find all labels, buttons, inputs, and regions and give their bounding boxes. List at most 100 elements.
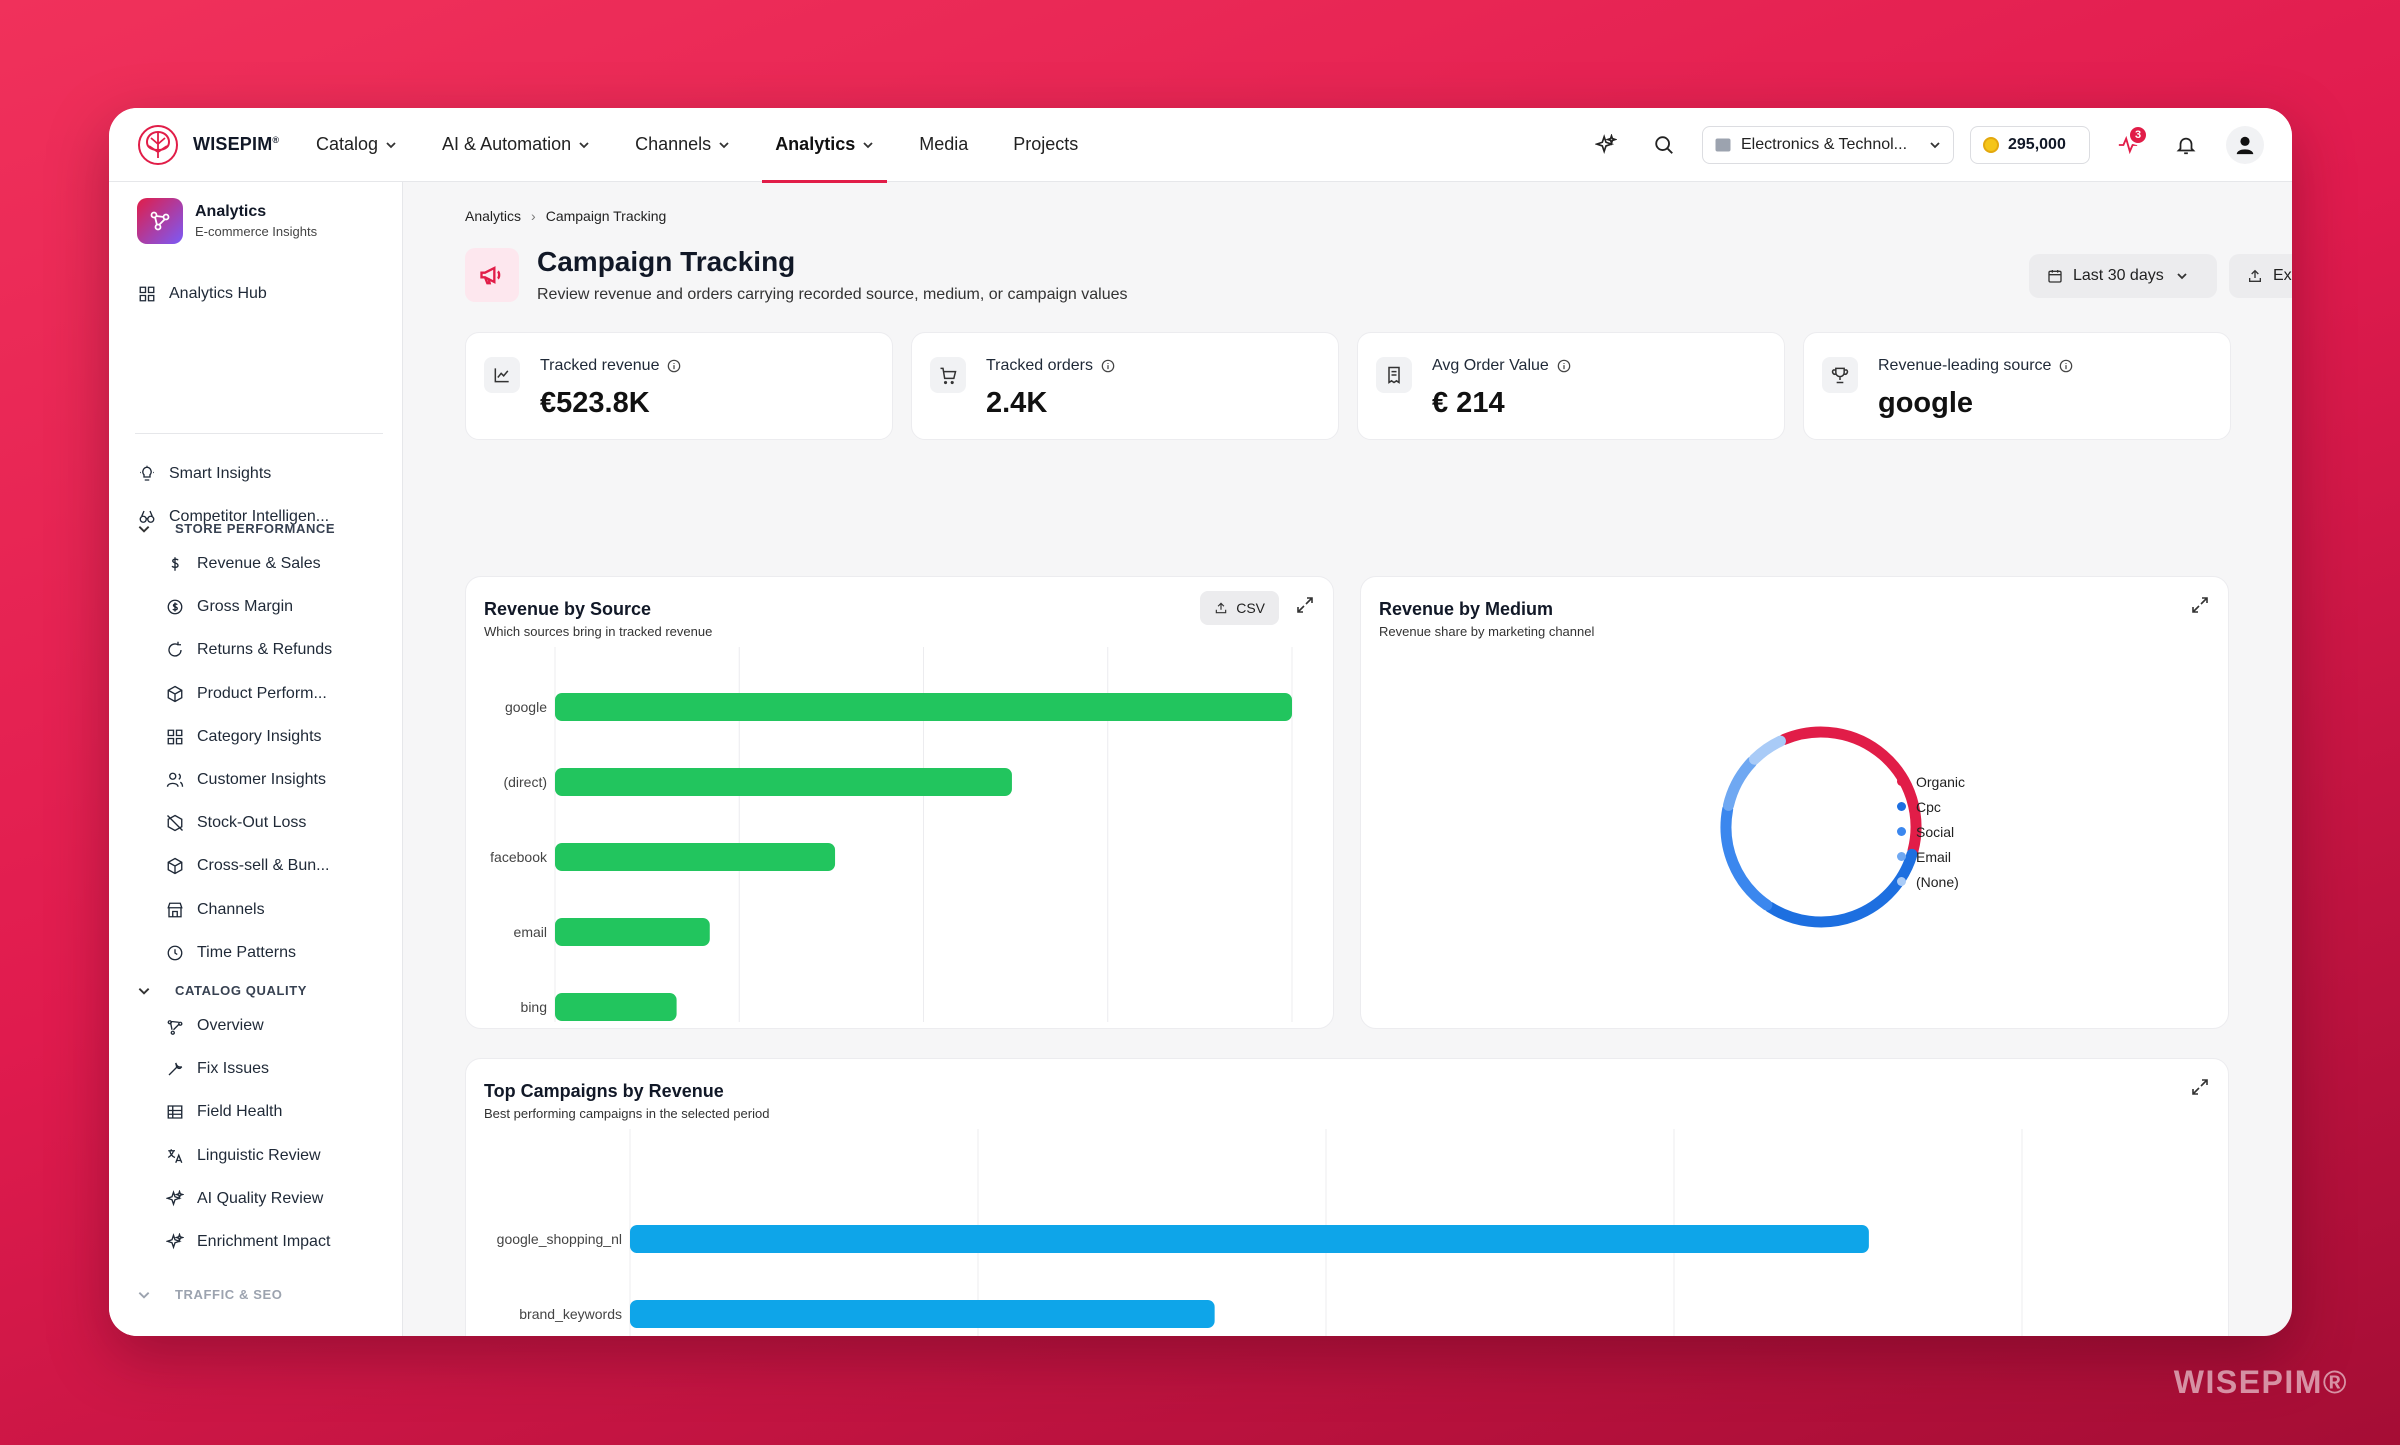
breadcrumb-analytics[interactable]: Analytics [465, 208, 522, 224]
nav-item-3[interactable]: Analytics [762, 108, 888, 183]
sidebar-item-top-1[interactable]: Competitor Intelligen... [137, 503, 329, 531]
bar-(direct)[interactable] [555, 768, 1012, 796]
sidebar-item-label: Analytics Hub [169, 285, 267, 302]
activity-button[interactable]: 3 [2108, 124, 2148, 165]
legend-item[interactable]: Email [1897, 844, 1965, 869]
grid-icon [165, 727, 185, 747]
info-icon[interactable] [667, 359, 681, 373]
store-selector[interactable]: Electronics & Technol... [1702, 125, 1954, 164]
sidebar: Analytics E-commerce Insights Analytics … [109, 182, 403, 1336]
export-button[interactable]: Export [2229, 254, 2292, 298]
nav-item-2[interactable]: Channels [622, 108, 743, 182]
card-title: Revenue by Medium [1379, 599, 1554, 619]
category-label: (direct) [503, 774, 547, 790]
sidebar-section-2[interactable]: TRAFFIC & SEO [137, 1287, 282, 1302]
nav-item-0[interactable]: Catalog [303, 108, 410, 182]
notifications-button[interactable] [2166, 125, 2206, 165]
sidebar-item-0-2[interactable]: Returns & Refunds [165, 636, 332, 664]
credits-balance[interactable]: 295,000 [1970, 125, 2090, 164]
sidebar-item-top-0[interactable]: Smart Insights [137, 460, 271, 488]
info-icon[interactable] [1101, 359, 1115, 373]
sparkle-icon [1595, 133, 1617, 154]
sparkle-icon [165, 1189, 185, 1209]
sidebar-item-label: Smart Insights [169, 465, 272, 482]
kpi-card-1: Tracked orders 2.4K [911, 332, 1339, 440]
kpi-value: €523.8K [540, 387, 650, 419]
breadcrumb: Analytics › Campaign Tracking [465, 208, 666, 224]
notification-count-badge: 3 [2128, 124, 2148, 145]
sidebar-item-1-0[interactable]: Overview [165, 1012, 264, 1040]
sidebar-item-1-3[interactable]: Linguistic Review [165, 1142, 321, 1170]
bar-email[interactable] [555, 918, 710, 946]
sidebar-item-0-8[interactable]: Channels [165, 896, 265, 924]
store-icon [165, 900, 185, 920]
bar-bing[interactable] [555, 993, 677, 1021]
bar-google[interactable] [555, 693, 1292, 721]
sidebar-item-1-5[interactable]: Enrichment Impact [165, 1228, 330, 1256]
sidebar-item-analytics-hub[interactable]: Analytics Hub [137, 280, 267, 308]
sidebar-item-0-6[interactable]: Stock-Out Loss [165, 809, 306, 837]
chevron-down-icon [138, 525, 150, 533]
sidebar-divider [135, 433, 383, 434]
sidebar-item-1-2[interactable]: Field Health [165, 1098, 282, 1126]
search-icon [1655, 135, 1673, 154]
legend-item[interactable]: Organic [1897, 769, 1965, 794]
dollar-icon [165, 554, 185, 574]
sidebar-item-label: Enrichment Impact [197, 1233, 331, 1250]
legend-item[interactable]: Cpc [1897, 794, 1965, 819]
bell-icon [2176, 137, 2196, 154]
info-icon[interactable] [2059, 359, 2073, 373]
sidebar-item-0-3[interactable]: Product Perform... [165, 680, 327, 708]
legend-label: Email [1916, 848, 1952, 865]
bar-brand_keywords[interactable] [630, 1300, 1215, 1328]
sidebar-item-0-0[interactable]: Revenue & Sales [165, 550, 321, 578]
bar-google_shopping_nl[interactable] [630, 1225, 1869, 1253]
search-button[interactable] [1644, 125, 1684, 165]
sidebar-item-label: Gross Margin [197, 598, 294, 616]
kpi-label: Tracked orders [986, 357, 1115, 375]
sidebar-item-0-7[interactable]: Cross-sell & Bun... [165, 852, 329, 880]
bar-facebook[interactable] [555, 843, 836, 871]
nav-item-1[interactable]: AI & Automation [429, 108, 603, 182]
donut-slice-Organic[interactable] [1778, 726, 1922, 857]
activity-pulse-icon [2118, 135, 2138, 154]
expand-icon[interactable] [2190, 595, 2210, 615]
card-subtitle: Best performing campaigns in the selecte… [484, 1106, 770, 1121]
analytics-module-icon [137, 198, 183, 244]
sidebar-section-0[interactable]: STORE PERFORMANCE [137, 521, 335, 536]
legend-item[interactable]: Social [1897, 819, 1965, 844]
legend-item[interactable]: (None) [1897, 869, 1965, 894]
category-label: google_shopping_nl [497, 1231, 622, 1247]
donut-slice-Cpc[interactable] [1764, 848, 1918, 928]
legend-dot [1897, 827, 1906, 836]
donut-slice-Email[interactable] [1722, 756, 1758, 811]
csv-export-button[interactable]: CSV [1200, 591, 1279, 625]
sparkle-icon [165, 1232, 185, 1252]
nav-item-5[interactable]: Projects [1000, 108, 1091, 182]
sidebar-item-0-5[interactable]: Customer Insights [165, 766, 326, 794]
main-menu: Catalog AI & Automation Channels Analytics M… [303, 108, 1110, 183]
nodes-icon [165, 1016, 185, 1036]
sidebar-item-label: Channels [197, 900, 265, 918]
nav-actions: Electronics & Technol... 295,000 3 [1568, 124, 2264, 165]
sidebar-item-0-9[interactable]: Time Patterns [165, 939, 296, 967]
expand-icon[interactable] [1295, 595, 1315, 615]
donut-slice-Social[interactable] [1720, 803, 1773, 911]
ai-sparkle-button[interactable] [1586, 125, 1626, 165]
kpi-label: Revenue-leading source [1878, 357, 2073, 375]
sidebar-item-0-1[interactable]: Gross Margin [165, 593, 293, 621]
info-icon[interactable] [1557, 359, 1571, 373]
sidebar-section-1[interactable]: CATALOG QUALITY [137, 983, 307, 998]
sidebar-section-label: STORE PERFORMANCE [175, 521, 336, 536]
sidebar-item-0-4[interactable]: Category Insights [165, 723, 322, 751]
donut-slice-(None)[interactable] [1748, 735, 1786, 765]
date-range-button[interactable]: Last 30 days [2029, 254, 2217, 298]
watermark-logo: WISEPIM® [2173, 1364, 2348, 1400]
sidebar-item-1-4[interactable]: AI Quality Review [165, 1185, 323, 1213]
sidebar-item-1-1[interactable]: Fix Issues [165, 1055, 269, 1083]
user-icon [2236, 136, 2254, 154]
nav-item-4[interactable]: Media [906, 108, 981, 182]
expand-icon[interactable] [2190, 1077, 2210, 1097]
user-avatar[interactable] [2226, 125, 2264, 164]
brand[interactable]: WISEPIM® [137, 124, 297, 166]
